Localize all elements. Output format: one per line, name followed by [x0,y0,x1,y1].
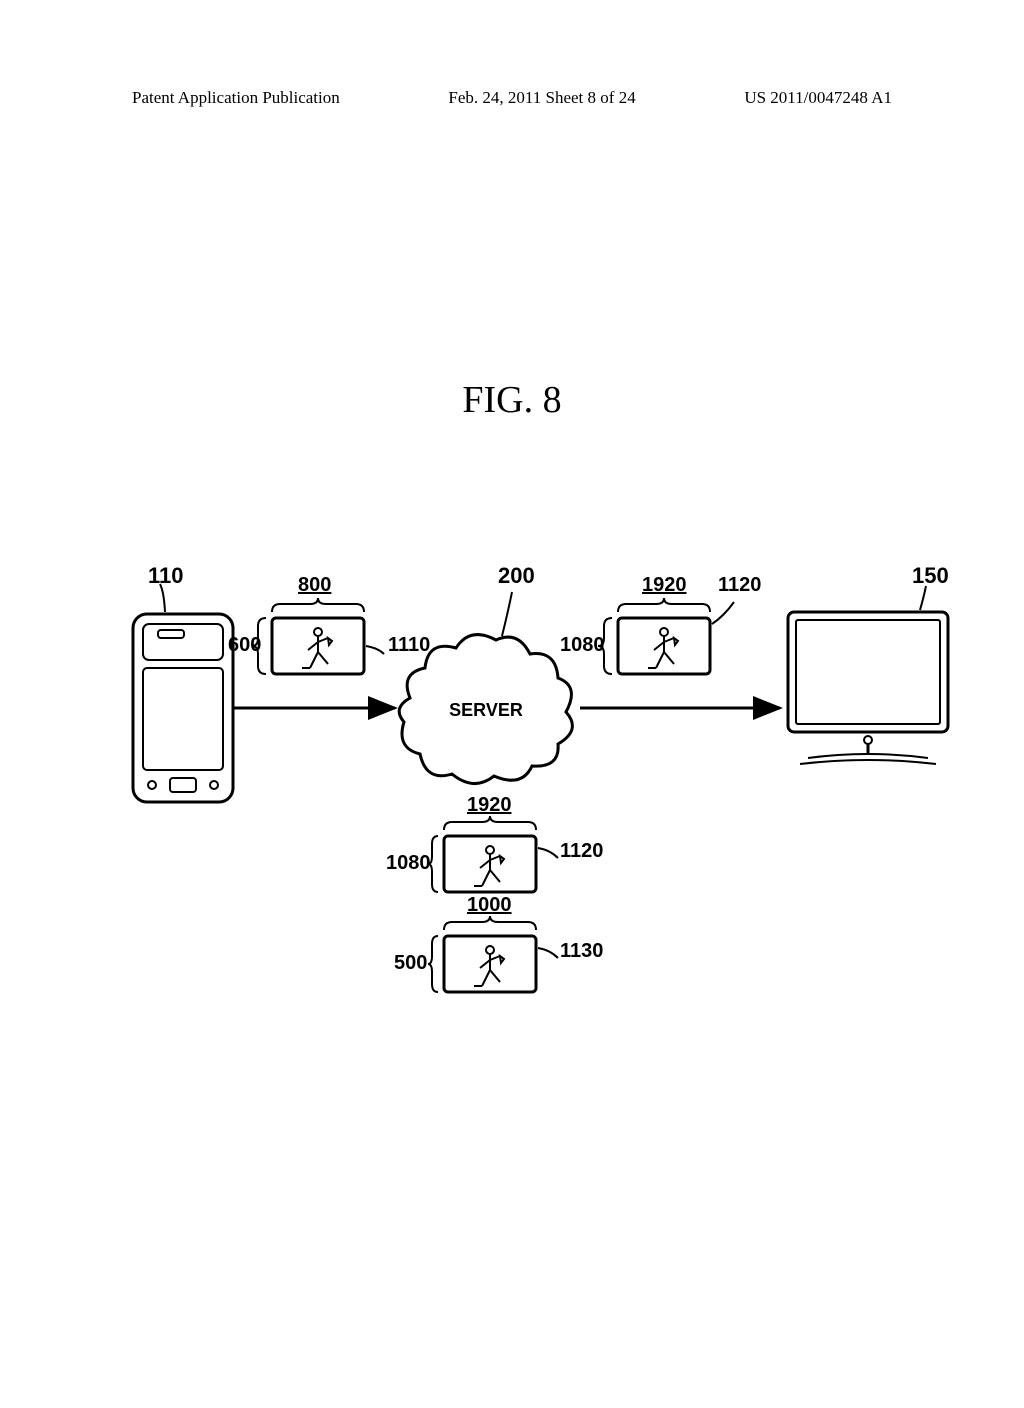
ref-1130: 1130 [560,940,603,963]
ref-500: 500 [394,952,427,975]
thumbnail-1130 [428,916,558,992]
ref-1110: 1110 [388,634,430,657]
header-right: US 2011/0047248 A1 [744,88,892,108]
thumbnail-1120-mid [428,816,558,892]
diagram-svg: SERVER [0,568,1024,1028]
ref-150: 150 [912,563,949,589]
ref-110: 110 [148,563,184,589]
ref-1000: 1000 [467,894,512,917]
ref-800: 800 [298,574,331,597]
ref-1120-top: 1120 [718,574,761,597]
ref-1080-mid: 1080 [386,852,431,875]
header-center: Feb. 24, 2011 Sheet 8 of 24 [448,88,635,108]
ref-1080-top: 1080 [560,634,605,657]
header-left: Patent Application Publication [132,88,340,108]
ref-1120-mid: 1120 [560,840,603,863]
figure-title: FIG. 8 [0,378,1024,422]
thumbnail-1120-top [598,598,734,674]
diagram: SERVER [0,568,1024,1028]
patent-header: Patent Application Publication Feb. 24, … [132,88,892,108]
server-label: SERVER [449,700,523,720]
server-cloud: SERVER [399,592,572,784]
phone-icon [133,584,233,802]
ref-1920-top: 1920 [642,574,687,597]
ref-600: 600 [228,634,261,657]
tv-icon [788,586,948,764]
thumbnail-1110 [252,598,384,674]
ref-200: 200 [498,563,535,589]
ref-1920-mid: 1920 [467,794,512,817]
